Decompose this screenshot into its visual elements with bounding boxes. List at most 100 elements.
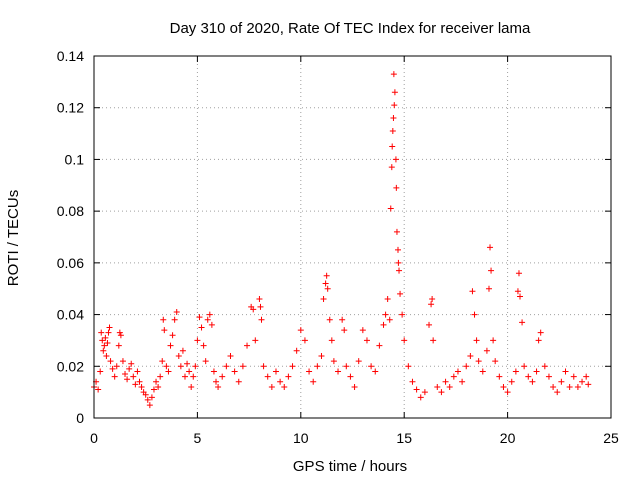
chart-title: Day 310 of 2020, Rate Of TEC Index for r… bbox=[170, 20, 531, 37]
data-point bbox=[579, 378, 586, 385]
data-point bbox=[380, 321, 387, 328]
data-point bbox=[157, 373, 164, 380]
data-point bbox=[190, 373, 197, 380]
data-point bbox=[136, 378, 143, 385]
data-point bbox=[386, 316, 393, 323]
data-point bbox=[153, 378, 160, 385]
data-point bbox=[163, 363, 170, 370]
data-point bbox=[335, 368, 342, 375]
data-point bbox=[184, 360, 191, 367]
data-point bbox=[113, 363, 120, 370]
data-point bbox=[326, 316, 333, 323]
data-point bbox=[391, 102, 398, 109]
y-tick-label: 0 bbox=[76, 410, 84, 426]
data-point bbox=[324, 285, 331, 292]
data-point bbox=[293, 347, 300, 354]
data-point bbox=[471, 311, 478, 318]
data-point bbox=[514, 288, 521, 295]
data-point bbox=[347, 373, 354, 380]
data-point bbox=[128, 360, 135, 367]
data-point bbox=[585, 381, 592, 388]
data-point bbox=[387, 205, 394, 212]
y-axis-ticks: 0 0.02 0.04 0.06 0.08 0.1 0.12 0.14 bbox=[57, 48, 611, 426]
data-point bbox=[235, 378, 242, 385]
data-point bbox=[488, 267, 495, 274]
data-point bbox=[200, 342, 207, 349]
data-point bbox=[175, 352, 182, 359]
data-point bbox=[363, 337, 370, 344]
data-point bbox=[434, 383, 441, 390]
data-point bbox=[512, 368, 519, 375]
data-point bbox=[475, 358, 482, 365]
y-tick-label: 0.12 bbox=[57, 100, 84, 116]
data-point bbox=[202, 358, 209, 365]
data-point bbox=[421, 389, 428, 396]
data-point bbox=[382, 311, 389, 318]
data-point bbox=[173, 308, 180, 315]
data-point bbox=[500, 383, 507, 390]
data-point bbox=[208, 321, 215, 328]
data-point bbox=[167, 342, 174, 349]
data-point bbox=[146, 402, 153, 409]
data-point bbox=[161, 327, 168, 334]
data-point bbox=[409, 378, 416, 385]
data-point bbox=[264, 373, 271, 380]
data-point bbox=[134, 368, 141, 375]
data-point bbox=[196, 314, 203, 321]
data-point bbox=[111, 373, 118, 380]
data-point bbox=[537, 329, 544, 336]
data-point bbox=[277, 378, 284, 385]
data-point bbox=[306, 368, 313, 375]
data-point bbox=[541, 363, 548, 370]
data-point bbox=[521, 363, 528, 370]
data-point bbox=[496, 373, 503, 380]
data-point bbox=[177, 363, 184, 370]
data-point bbox=[529, 378, 536, 385]
data-point bbox=[285, 373, 292, 380]
data-point bbox=[533, 368, 540, 375]
data-point bbox=[391, 89, 398, 96]
data-point bbox=[99, 337, 106, 344]
data-point bbox=[281, 383, 288, 390]
data-point bbox=[119, 358, 126, 365]
data-point bbox=[258, 316, 265, 323]
data-point bbox=[343, 363, 350, 370]
data-point bbox=[330, 358, 337, 365]
data-point bbox=[97, 368, 104, 375]
data-point bbox=[268, 383, 275, 390]
data-point bbox=[545, 373, 552, 380]
data-point bbox=[479, 368, 486, 375]
data-point bbox=[206, 311, 213, 318]
y-tick-label: 0.06 bbox=[57, 255, 84, 271]
data-point bbox=[103, 352, 110, 359]
data-point bbox=[297, 327, 304, 334]
data-point bbox=[126, 365, 133, 372]
data-point bbox=[393, 184, 400, 191]
x-axis-label: GPS time / hours bbox=[293, 458, 407, 475]
data-point bbox=[355, 358, 362, 365]
x-tick-label: 15 bbox=[396, 430, 412, 446]
data-point bbox=[115, 342, 122, 349]
data-point bbox=[102, 334, 109, 341]
y-axis-label: ROTI / TECUs bbox=[5, 190, 22, 286]
data-point bbox=[116, 329, 123, 336]
data-point bbox=[310, 378, 317, 385]
data-point bbox=[244, 342, 251, 349]
data-point bbox=[148, 394, 155, 401]
data-point bbox=[525, 373, 532, 380]
data-point bbox=[194, 337, 201, 344]
data-point bbox=[368, 363, 375, 370]
y-tick-label: 0.02 bbox=[57, 358, 84, 374]
data-point bbox=[393, 228, 400, 235]
data-point bbox=[395, 259, 402, 266]
data-point bbox=[519, 319, 526, 326]
data-point bbox=[198, 324, 205, 331]
data-point bbox=[384, 296, 391, 303]
data-point bbox=[213, 378, 220, 385]
x-tick-label: 5 bbox=[194, 430, 202, 446]
data-point bbox=[459, 378, 466, 385]
data-point bbox=[566, 383, 573, 390]
data-point bbox=[389, 143, 396, 150]
data-point bbox=[394, 246, 401, 253]
data-point bbox=[351, 383, 358, 390]
